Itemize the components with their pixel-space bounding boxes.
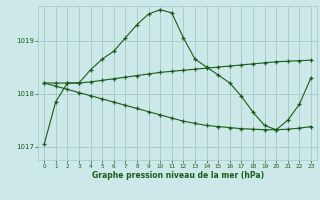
X-axis label: Graphe pression niveau de la mer (hPa): Graphe pression niveau de la mer (hPa) [92, 171, 264, 180]
